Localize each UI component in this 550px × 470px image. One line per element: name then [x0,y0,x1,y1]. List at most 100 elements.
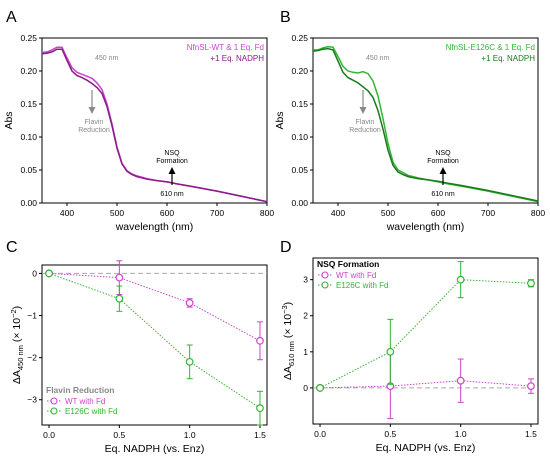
y-tick-label: 0.05 [291,165,308,175]
data-point [256,336,264,345]
y-tick-label: 0.00 [20,198,37,208]
annotation-610nm: 610 nm [160,191,184,198]
y-axis-label-sub: 450 nm [16,345,25,370]
y-tick-label: 0.20 [20,66,37,76]
panel-label: D [280,239,292,256]
x-tick-label: 500 [381,208,395,218]
annotation-flavin: Flavin [356,119,375,126]
x-tick-label: 0.0 [43,430,55,440]
data-point [115,273,124,282]
y-axis-label-sub: 610 nm [287,341,296,366]
legend-title: NSQ Formation [317,259,379,269]
x-axis-label: Eq. NADPH (vs. Enz) [376,442,476,454]
y-tick-label: 0.10 [291,132,308,142]
annotation-nsq: Formation [156,158,188,165]
x-tick-label: 1.5 [254,430,266,440]
series-line [319,279,532,389]
legend-entry: E126C with Fd [65,407,117,416]
y-axis-label: Abs [274,111,286,129]
legend-entry: NfnSL-E126C & 1 Eq. Fd [446,43,535,52]
series-line-after [312,47,539,202]
data-point [115,294,124,303]
plot-frame [41,264,268,426]
y-tick-label: 0.25 [20,33,37,43]
annotation-610nm: 610 nm [431,191,455,198]
series-line-before [313,45,539,203]
series-line [48,272,261,409]
y-axis-label: ΔA610 nm (× 10−3) [280,302,296,380]
y-tick-label: 0.00 [291,198,308,208]
x-tick-label: 500 [110,208,124,218]
axes-C: 0.0 0.5 1.0 1.5 0 −1 −2 −3 Eq. NADPH (vs. Enz) C Δ… [6,239,268,455]
x-tick-label: 700 [210,208,224,218]
y-axis-label-exp: −3 [280,305,289,314]
series-line [319,380,532,389]
annotation-flavin: Reduction [78,127,110,134]
panel-label: C [6,239,18,256]
y-tick-label: 0 [303,383,308,393]
plot-frame [41,37,268,204]
arrow-up-icon [439,167,447,174]
series-e126c [316,261,535,392]
y-axis-label: ΔA450 nm (× 10−2) [9,306,25,384]
data-point [256,404,264,413]
legend-swatch-marker [50,407,58,415]
data-point [386,347,395,356]
x-tick-label: 1.0 [184,430,196,440]
y-tick-label: 0.15 [291,99,308,109]
y-tick-label: 0.25 [291,33,308,43]
legend-swatch-marker [321,281,329,289]
series-wt [45,260,264,361]
y-tick-label: 0.10 [20,132,37,142]
legend-entry: E126C with Fd [336,281,388,290]
y-tick-label: 2 [303,311,308,321]
axes-B: 400 500 600 700 800 0.00 0.05 0.10 0.15 0.20 0.25 w… [274,9,545,233]
axes-A: 400 500 600 700 800 0.00 0.05 0.10 0.15 0.20 0.25 w… [3,9,274,233]
x-tick-label: 600 [160,208,174,218]
y-axis-label-exp: −2 [9,309,18,318]
legend-swatch-marker [321,271,329,279]
data-point [456,376,465,385]
legend-swatch-marker [50,397,58,405]
data-point [456,275,465,284]
y-axis-label-scale: (× 10 [11,318,23,345]
data-point [45,269,53,278]
legend-entry: WT with Fd [336,271,376,280]
x-tick-label: 0.0 [314,429,326,439]
data-point [527,382,535,391]
legend-entry: +1 Eq. NADPH [481,54,535,63]
x-tick-label: 800 [260,208,274,218]
x-tick-label: 400 [60,208,74,218]
axes-D: 0.0 0.5 1.0 1.5 0 1 2 3 Eq. NADPH (vs. Enz) D ΔA61… [280,239,539,454]
annotation-450nm: 450 nm [95,55,119,62]
x-axis-label: Eq. NADPH (vs. Enz) [105,443,205,455]
series-line-before [41,46,268,203]
panel-label: B [280,9,291,26]
data-point [185,298,194,307]
data-point [185,357,194,366]
y-tick-label: 0.20 [291,66,308,76]
y-tick-label: 0 [32,268,37,278]
x-tick-label: 800 [531,208,545,218]
plot-frame [312,37,539,204]
annotation-450nm: 450 nm [366,55,390,62]
y-axis-label-close: ) [282,302,294,306]
x-tick-label: 400 [331,208,345,218]
arrow-up-icon [168,167,176,174]
annotation-flavin: Flavin [85,119,104,126]
y-tick-label: 3 [303,275,308,285]
series-wt [316,353,535,420]
legend-entry: WT with Fd [65,397,105,406]
series-e126c [45,269,264,426]
annotation-nsq: Formation [427,158,459,165]
y-axis-label: Abs [3,111,15,129]
panel-label: A [6,9,17,26]
y-tick-label: −2 [27,353,37,363]
y-axis-label-main: ΔA [11,370,23,384]
y-axis-label-scale: (× 10 [282,314,294,341]
legend-entry: NfnSL-WT & 1 Eq. Fd [187,43,264,52]
arrow-down-icon [359,107,367,114]
data-point [527,279,535,288]
x-axis-label: wavelength (nm) [386,221,465,233]
x-axis-label: wavelength (nm) [115,221,194,233]
